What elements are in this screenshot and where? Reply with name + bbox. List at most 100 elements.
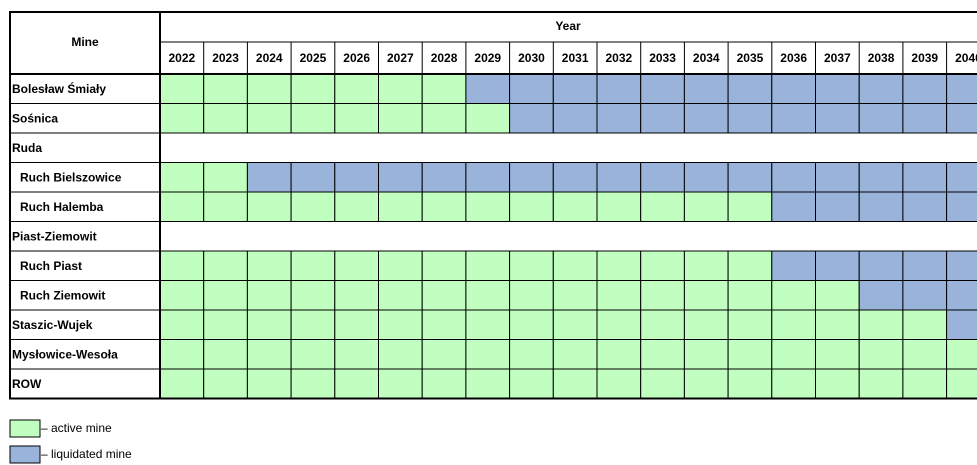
year-label: 2030: [518, 51, 545, 65]
cell: [290, 339, 336, 370]
mine-name: Piast-Ziemowit: [12, 229, 97, 243]
cell: [552, 191, 598, 222]
cell: [640, 309, 685, 340]
cell: [552, 280, 598, 311]
cell: [290, 191, 336, 222]
cell: [727, 339, 773, 370]
cell: [509, 309, 554, 340]
cell: [159, 309, 205, 340]
cell: [421, 309, 467, 340]
cell: [421, 162, 467, 193]
cell: [858, 280, 904, 311]
cell: [727, 103, 773, 134]
cell: [771, 103, 816, 134]
cell: [246, 280, 292, 311]
cell: [203, 191, 248, 222]
table-border: [9, 11, 977, 400]
year-label: 2035: [737, 51, 764, 65]
cell: [552, 103, 598, 134]
cell: [640, 250, 685, 281]
cell: [771, 339, 816, 370]
cell: [683, 309, 729, 340]
cell: [946, 368, 977, 399]
cell: [596, 103, 642, 134]
cell: [509, 73, 554, 104]
cell: [290, 162, 336, 193]
cell: [902, 73, 948, 104]
cell: [334, 368, 379, 399]
cell: [640, 280, 685, 311]
cell: [246, 73, 292, 104]
cell: [640, 368, 685, 399]
cell: [465, 368, 511, 399]
cell: [815, 162, 860, 193]
cell: [203, 103, 248, 134]
cell: [378, 280, 423, 311]
cell: [421, 191, 467, 222]
cell: [509, 103, 554, 134]
cell: [290, 250, 336, 281]
cell: [596, 339, 642, 370]
cell: [246, 368, 292, 399]
mine-header: Mine: [71, 35, 99, 49]
cell: [203, 250, 248, 281]
cell: [378, 339, 423, 370]
cell: [902, 162, 948, 193]
cell: [378, 73, 423, 104]
cell: [902, 309, 948, 340]
cell: [946, 73, 977, 104]
cell: [727, 309, 773, 340]
cell: [858, 103, 904, 134]
cell: [946, 280, 977, 311]
cell: [815, 280, 860, 311]
cell: [815, 339, 860, 370]
cell: [421, 280, 467, 311]
cell: [858, 309, 904, 340]
cell: [596, 280, 642, 311]
cell: [203, 368, 248, 399]
cell: [727, 191, 773, 222]
cell: [683, 280, 729, 311]
cell: [552, 339, 598, 370]
cell: [858, 73, 904, 104]
cell: [946, 191, 977, 222]
cell: [596, 191, 642, 222]
cell: [378, 250, 423, 281]
year-label: 2033: [649, 51, 676, 65]
cell: [902, 368, 948, 399]
cell: [159, 191, 205, 222]
cell: [465, 250, 511, 281]
cell: [771, 73, 816, 104]
cell: [334, 162, 379, 193]
cell: [509, 339, 554, 370]
cell: [159, 103, 205, 134]
cell: [902, 103, 948, 134]
cell: [290, 73, 336, 104]
cell: [203, 162, 248, 193]
cell: [596, 250, 642, 281]
year-label: 2029: [474, 51, 501, 65]
cell: [596, 368, 642, 399]
cell: [640, 103, 685, 134]
cell: [159, 280, 205, 311]
cell: [552, 73, 598, 104]
cell: [334, 280, 379, 311]
cell: [683, 103, 729, 134]
cell: [378, 368, 423, 399]
cell: [203, 339, 248, 370]
cell: [683, 191, 729, 222]
year-label: 2039: [911, 51, 938, 65]
cell: [815, 250, 860, 281]
cell: [771, 162, 816, 193]
year-label: 2025: [300, 51, 327, 65]
cell: [159, 162, 205, 193]
cell: [902, 250, 948, 281]
cell: [858, 162, 904, 193]
cell: [640, 339, 685, 370]
cell: [334, 339, 379, 370]
year-label: 2027: [387, 51, 414, 65]
cell: [421, 339, 467, 370]
mine-name: Ruch Halemba: [20, 200, 104, 214]
year-label: 2022: [168, 51, 195, 65]
cell: [509, 280, 554, 311]
